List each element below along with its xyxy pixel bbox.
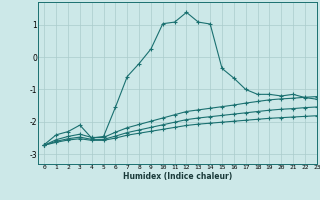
X-axis label: Humidex (Indice chaleur): Humidex (Indice chaleur) [123, 172, 232, 181]
